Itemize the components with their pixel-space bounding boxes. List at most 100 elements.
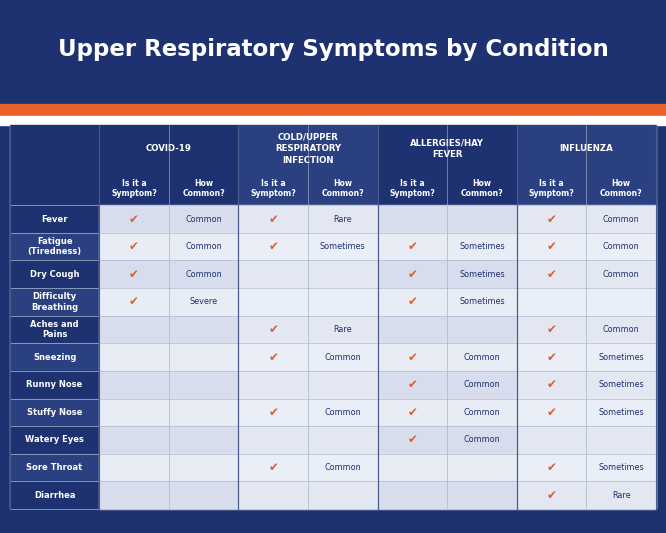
Text: ✔: ✔ xyxy=(268,461,278,474)
Bar xyxy=(447,172,517,205)
Text: Common: Common xyxy=(464,380,500,389)
Text: How
Common?: How Common? xyxy=(461,179,503,198)
Text: Rare: Rare xyxy=(334,214,352,223)
Bar xyxy=(168,233,238,261)
Text: Stuffy Nose: Stuffy Nose xyxy=(27,408,83,417)
Bar xyxy=(10,371,99,399)
Text: ✔: ✔ xyxy=(268,406,278,419)
Bar xyxy=(308,261,378,288)
Text: ✔: ✔ xyxy=(268,240,278,253)
Bar xyxy=(378,481,447,509)
Text: Sometimes: Sometimes xyxy=(598,463,644,472)
Bar xyxy=(586,261,656,288)
Bar xyxy=(308,205,378,233)
Bar xyxy=(168,205,238,233)
Bar xyxy=(168,172,238,205)
Text: ✔: ✔ xyxy=(268,351,278,364)
Text: ✔: ✔ xyxy=(547,489,557,502)
Bar xyxy=(447,426,517,454)
Text: Runny Nose: Runny Nose xyxy=(27,380,83,389)
Text: ✔: ✔ xyxy=(547,351,557,364)
Text: Dry Cough: Dry Cough xyxy=(30,270,79,279)
Bar xyxy=(99,399,168,426)
Bar xyxy=(0,0,666,104)
Bar xyxy=(10,426,99,454)
Bar xyxy=(238,233,308,261)
Text: Rare: Rare xyxy=(334,325,352,334)
Text: Is it a
Symptom?: Is it a Symptom? xyxy=(250,179,296,198)
Bar xyxy=(168,288,238,316)
Bar xyxy=(99,426,168,454)
Text: ✔: ✔ xyxy=(547,213,557,225)
Bar xyxy=(447,205,517,233)
Text: Common: Common xyxy=(324,463,361,472)
Text: ✔: ✔ xyxy=(408,351,418,364)
Bar xyxy=(238,172,308,205)
Bar xyxy=(378,288,447,316)
Text: Rare: Rare xyxy=(612,491,631,500)
Text: Is it a
Symptom?: Is it a Symptom? xyxy=(390,179,436,198)
Bar xyxy=(378,371,447,399)
Bar xyxy=(168,343,238,371)
Bar xyxy=(0,116,666,125)
Text: Common: Common xyxy=(464,353,500,361)
Bar xyxy=(99,316,168,343)
Text: Upper Respiratory Symptoms by Condition: Upper Respiratory Symptoms by Condition xyxy=(58,38,608,61)
Text: Common: Common xyxy=(185,242,222,251)
Bar xyxy=(517,343,586,371)
Text: How
Common?: How Common? xyxy=(600,179,643,198)
Bar xyxy=(10,288,99,316)
Bar xyxy=(10,454,99,481)
Bar xyxy=(168,371,238,399)
Text: Common: Common xyxy=(464,435,500,445)
Bar xyxy=(168,481,238,509)
Text: ✔: ✔ xyxy=(547,378,557,391)
Bar xyxy=(378,426,447,454)
Text: Sometimes: Sometimes xyxy=(459,270,505,279)
Bar xyxy=(0,104,666,116)
Bar xyxy=(238,125,378,172)
Bar xyxy=(99,454,168,481)
Text: Sometimes: Sometimes xyxy=(320,242,366,251)
Text: ✔: ✔ xyxy=(547,268,557,281)
Bar xyxy=(378,205,447,233)
Bar xyxy=(10,233,99,261)
Bar xyxy=(517,316,586,343)
Text: ✔: ✔ xyxy=(408,240,418,253)
Bar xyxy=(586,371,656,399)
Bar xyxy=(10,261,99,288)
Bar xyxy=(447,233,517,261)
Bar xyxy=(586,481,656,509)
Bar xyxy=(238,454,308,481)
Bar xyxy=(447,454,517,481)
Bar xyxy=(99,481,168,509)
Bar xyxy=(168,426,238,454)
Bar xyxy=(308,172,378,205)
Bar xyxy=(99,205,168,233)
Bar xyxy=(238,205,308,233)
Bar xyxy=(99,343,168,371)
Text: ✔: ✔ xyxy=(408,378,418,391)
Text: Difficulty
Breathing: Difficulty Breathing xyxy=(31,292,78,312)
Bar xyxy=(308,399,378,426)
Text: Common: Common xyxy=(603,242,639,251)
Bar xyxy=(517,288,586,316)
Text: INFLUENZA: INFLUENZA xyxy=(559,144,613,153)
Bar xyxy=(378,233,447,261)
Bar xyxy=(10,125,99,172)
Bar xyxy=(517,125,656,172)
Bar xyxy=(238,399,308,426)
Text: ✔: ✔ xyxy=(268,323,278,336)
Bar xyxy=(586,205,656,233)
Text: ✔: ✔ xyxy=(129,240,139,253)
Text: COVID-19: COVID-19 xyxy=(146,144,192,153)
Bar xyxy=(238,288,308,316)
Bar xyxy=(308,316,378,343)
Bar xyxy=(586,233,656,261)
Bar xyxy=(10,205,99,233)
Bar xyxy=(586,288,656,316)
Bar xyxy=(99,233,168,261)
Text: ✔: ✔ xyxy=(408,406,418,419)
Text: COLD/UPPER
RESPIRATORY
INFECTION: COLD/UPPER RESPIRATORY INFECTION xyxy=(275,133,341,165)
Text: Sore Throat: Sore Throat xyxy=(27,463,83,472)
